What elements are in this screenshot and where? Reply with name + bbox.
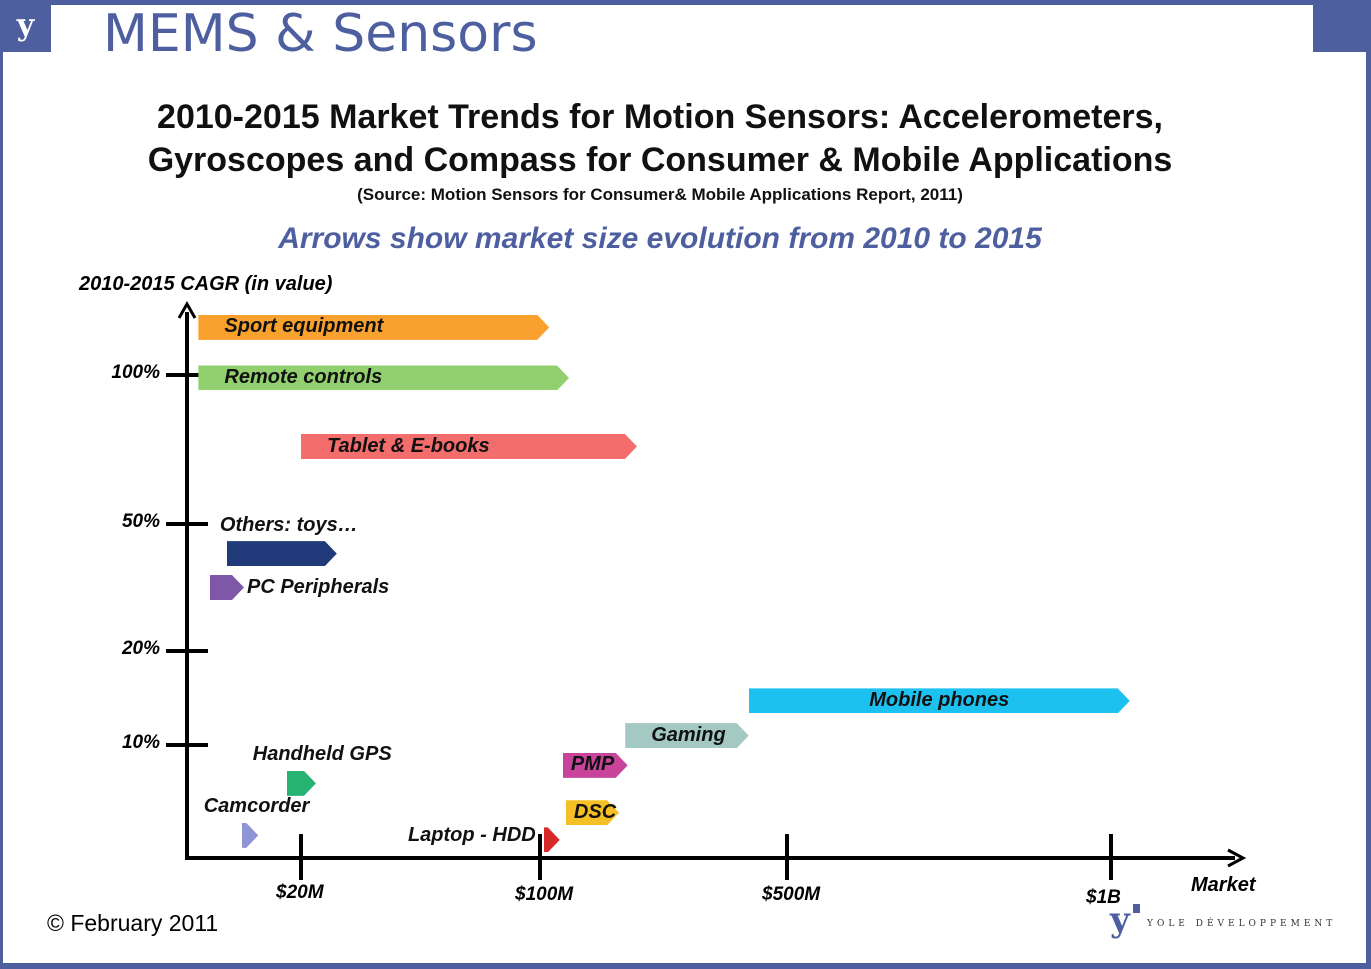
y-axis-arrowhead — [177, 300, 197, 319]
x-axis — [185, 856, 1235, 860]
arrow-pmp — [563, 753, 628, 778]
arrow-handheld-gps — [287, 771, 316, 796]
chart-title-line2: Gyroscopes and Compass for Consumer & Mo… — [147, 141, 1173, 179]
frame-right — [1366, 0, 1371, 969]
x-tick-label: $20M — [276, 882, 324, 903]
chart-title: 2010-2015 Market Trends for Motion Senso… — [0, 96, 1320, 182]
x-tick — [1109, 834, 1113, 880]
arrow-tablet-e-books — [301, 434, 637, 459]
arrow-laptop-hdd — [544, 827, 560, 852]
y-axis — [185, 312, 189, 860]
arrow-remote-controls — [198, 365, 569, 390]
yole-y-mark: y — [1110, 900, 1130, 940]
y-tick-label: 10% — [121, 732, 160, 753]
x-tick-label: $1B — [1086, 887, 1121, 908]
yole-square — [1133, 904, 1140, 913]
logo-text: y — [16, 8, 35, 43]
arrow-label: PC Peripherals — [247, 575, 390, 598]
frame-top — [0, 0, 1371, 5]
yole-logo: y — [0, 0, 51, 52]
x-tick-label: $500M — [762, 884, 821, 905]
arrow-label: Gaming — [651, 723, 726, 746]
arrow-label: Others: toys… — [219, 513, 358, 536]
arrow-label: Remote controls — [224, 365, 383, 388]
x-tick — [299, 834, 303, 880]
yole-company-name: YOLE DÉVELOPPEMENT — [1147, 919, 1337, 929]
x-tick — [785, 834, 789, 880]
arrow-others-toys — [227, 541, 337, 566]
x-tick — [538, 834, 542, 880]
brand-title: MEMS & Sensors — [103, 4, 538, 64]
arrow-label: Laptop - HDD — [407, 823, 536, 846]
arrow-label: Camcorder — [203, 795, 310, 818]
arrow-pc-peripherals — [210, 575, 244, 600]
arrow-gaming — [625, 723, 749, 748]
y-tick — [166, 743, 208, 747]
arrow-sport-equipment — [198, 315, 549, 340]
y-tick — [166, 373, 208, 377]
arrow-label: Sport equipment — [224, 315, 384, 338]
arrow-label: Handheld GPS — [252, 743, 392, 766]
arrow-dsc — [566, 800, 619, 825]
frame-bottom — [0, 963, 1371, 969]
arrow-label: Tablet & E-books — [327, 434, 490, 457]
y-tick — [166, 649, 208, 653]
x-tick-label: $100M — [515, 884, 574, 905]
x-axis-label: Market — [1191, 874, 1256, 896]
y-axis-label: 2010-2015 CAGR (in value) — [79, 273, 333, 295]
y-tick — [166, 522, 208, 526]
chart-subtitle: Arrows show market size evolution from 2… — [278, 222, 1042, 255]
arrow-label: PMP — [570, 753, 615, 776]
x-axis-arrowhead — [1227, 848, 1246, 868]
y-tick-label: 100% — [111, 362, 160, 383]
arrow-mobile-phones — [749, 688, 1130, 713]
corner-block — [1313, 0, 1371, 52]
chart-title-line1: 2010-2015 Market Trends for Motion Senso… — [157, 98, 1163, 136]
source-note: (Source: Motion Sensors for Consumer& Mo… — [357, 185, 963, 204]
y-tick-label: 50% — [121, 511, 160, 532]
y-tick-label: 20% — [121, 638, 160, 659]
arrow-label: Mobile phones — [869, 688, 1010, 711]
copyright: © February 2011 — [47, 910, 219, 936]
arrow-label: DSC — [573, 800, 617, 823]
arrow-camcorder — [242, 823, 259, 848]
frame-left — [0, 0, 3, 969]
